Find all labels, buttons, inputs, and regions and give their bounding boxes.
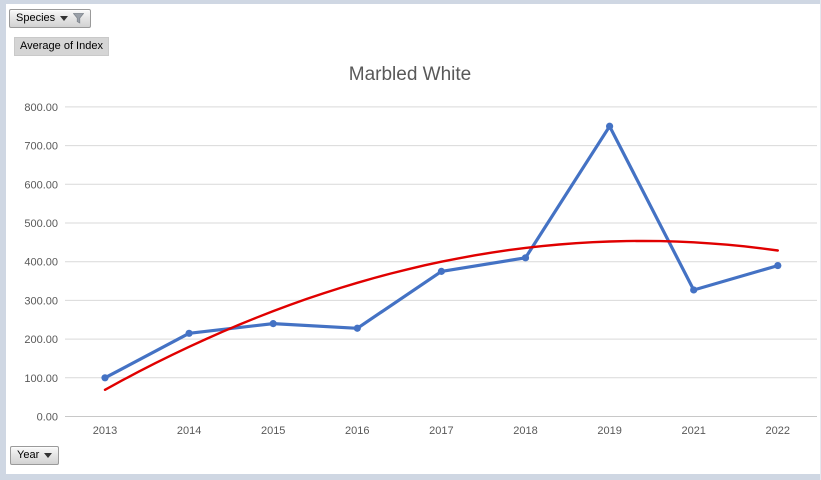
data-point-marker [353,324,361,332]
trendline [103,239,779,391]
y-tick-label: 400.00 [24,257,58,269]
y-tick-label: 600.00 [24,179,58,191]
window-frame-top [0,0,821,4]
x-tick-label: 2021 [681,425,705,437]
data-point-marker [269,320,277,328]
y-tick-label: 100.00 [24,373,58,385]
data-point-marker [101,374,109,382]
data-point-markers [101,122,782,382]
x-tick-label: 2018 [513,425,537,437]
window-frame-bottom [0,474,821,480]
chevron-down-icon [44,453,53,458]
data-point-marker [437,267,445,275]
year-axis-label: Year [17,449,40,461]
y-tick-label: 500.00 [24,218,58,230]
chart-title: Marbled White [348,64,472,85]
x-tick-label: 2015 [261,425,285,437]
value-field-button[interactable]: Average of Index [14,37,109,56]
window-frame-left [0,0,6,480]
x-tick-label: 2014 [177,425,201,437]
y-tick-label: 0.00 [37,412,58,424]
x-tick-label: 2013 [93,425,117,437]
x-tick-label: 2019 [597,425,621,437]
data-point-marker [521,254,530,262]
species-filter-button[interactable]: Species [9,9,92,28]
year-axis-button[interactable]: Year [10,446,60,465]
x-axis-labels: 2013 2014 2015 2016 2017 2018 2019 2021 2022 [93,425,790,437]
y-tick-label: 700.00 [24,141,58,153]
x-tick-label: 2017 [429,425,453,437]
y-tick-label: 300.00 [24,295,58,307]
y-tick-label: 800.00 [24,102,58,114]
data-point-marker [690,286,698,294]
chevron-down-icon [60,16,69,21]
x-tick-label: 2022 [766,425,790,437]
data-point-marker [185,329,193,337]
gridlines [65,106,817,417]
filter-icon [73,12,85,24]
data-point-marker [606,122,614,130]
x-tick-label: 2016 [345,425,369,437]
species-filter-label: Species [16,12,56,24]
y-tick-label: 200.00 [24,334,58,346]
data-point-marker [774,261,782,270]
y-axis-labels: 0.00 100.00 200.00 300.00 400.00 500.00 600.00… [24,102,58,424]
